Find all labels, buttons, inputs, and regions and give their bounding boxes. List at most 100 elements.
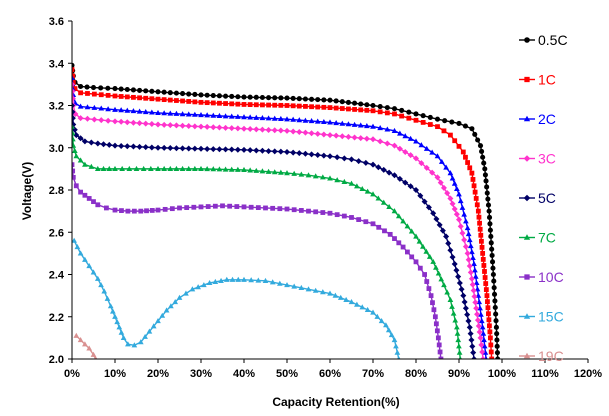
data-point (430, 258, 437, 264)
data-point (457, 197, 464, 204)
data-point (118, 142, 125, 149)
plot-series (72, 62, 501, 359)
data-point (396, 175, 403, 182)
data-point (222, 124, 229, 131)
data-point (478, 317, 485, 324)
data-point (191, 204, 197, 210)
data-point (327, 175, 333, 181)
data-point (143, 95, 149, 101)
data-point (468, 275, 475, 282)
data-point (84, 104, 91, 110)
data-point (444, 289, 451, 295)
data-point (186, 99, 192, 104)
data-point (119, 165, 126, 171)
data-point (478, 341, 485, 348)
data-point (124, 86, 130, 93)
data-point (269, 279, 276, 285)
data-point (149, 208, 155, 213)
data-point (480, 356, 487, 359)
data-point (486, 214, 493, 221)
data-point (210, 100, 216, 106)
series-0_5C (72, 62, 501, 359)
data-point (364, 306, 371, 312)
data-point (461, 211, 468, 217)
data-point (82, 256, 88, 262)
data-point (391, 172, 398, 179)
data-point (177, 205, 182, 211)
data-point (253, 147, 260, 154)
data-point (167, 110, 174, 116)
data-point (130, 87, 136, 93)
data-point (198, 204, 204, 210)
data-point (364, 123, 370, 129)
data-point (375, 164, 382, 171)
data-point (472, 189, 478, 195)
data-point (469, 170, 475, 176)
data-point (148, 121, 155, 128)
data-point (341, 213, 347, 219)
data-point (472, 273, 479, 279)
data-point (77, 115, 84, 122)
data-point (174, 98, 179, 103)
legend-item: 5C (519, 190, 556, 206)
series-line (72, 69, 493, 359)
data-point (370, 136, 376, 143)
data-point (247, 102, 253, 107)
data-point (77, 157, 84, 163)
data-point (447, 170, 454, 176)
data-point (313, 209, 319, 215)
data-point (489, 259, 496, 265)
data-point (82, 161, 88, 167)
data-point (216, 112, 223, 119)
data-point (450, 310, 457, 316)
data-point (204, 123, 211, 130)
legend-item: 0.5C (519, 32, 568, 48)
data-point (467, 242, 474, 249)
data-point (451, 206, 458, 213)
data-point (337, 294, 344, 300)
data-point (312, 287, 319, 293)
data-point (413, 117, 419, 123)
data-point (86, 263, 93, 269)
data-point (271, 169, 278, 175)
data-point (341, 178, 348, 185)
data-point (467, 330, 474, 337)
data-point (363, 135, 370, 142)
data-point (434, 116, 441, 122)
data-point (93, 356, 98, 359)
data-point (357, 135, 364, 142)
data-point (94, 165, 101, 171)
data-point (278, 102, 284, 108)
data-point (479, 244, 485, 250)
data-point (198, 145, 204, 152)
data-point (370, 102, 376, 109)
data-point (333, 120, 339, 126)
data-point (348, 180, 355, 186)
data-point (321, 118, 327, 125)
data-point (179, 111, 186, 117)
data-point (384, 105, 390, 111)
data-point (73, 132, 80, 139)
data-point (176, 294, 183, 300)
data-point (483, 287, 489, 292)
data-point (453, 211, 460, 218)
data-point (88, 139, 95, 146)
legend-label: 19C (538, 348, 564, 364)
data-point (218, 277, 224, 283)
data-point (449, 254, 456, 261)
data-point (486, 317, 492, 323)
data-point (72, 129, 76, 136)
data-point (473, 196, 479, 201)
data-point (100, 165, 107, 171)
data-point (210, 92, 216, 99)
data-point (234, 125, 241, 132)
data-point (387, 231, 393, 237)
data-point (253, 94, 259, 100)
data-point (204, 112, 210, 118)
data-point (124, 119, 131, 126)
data-point (205, 204, 211, 209)
data-point (470, 349, 477, 356)
data-point (485, 305, 491, 311)
data-point (248, 277, 255, 283)
data-point (309, 104, 314, 110)
